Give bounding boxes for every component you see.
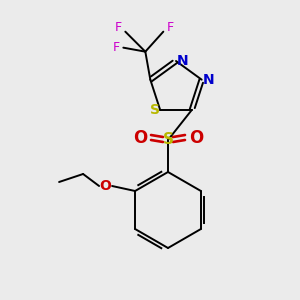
Text: S: S (150, 103, 160, 117)
Text: O: O (99, 179, 111, 193)
Text: O: O (189, 129, 203, 147)
Text: F: F (113, 41, 120, 54)
Text: S: S (163, 133, 173, 148)
Text: N: N (203, 73, 214, 87)
Text: F: F (167, 21, 174, 34)
Text: F: F (115, 21, 122, 34)
Text: O: O (133, 129, 147, 147)
Text: N: N (177, 54, 189, 68)
